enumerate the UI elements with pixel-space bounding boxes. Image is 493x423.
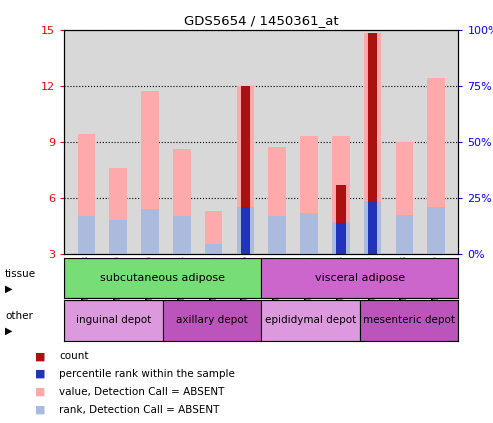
- Bar: [364, 33, 382, 254]
- Text: other: other: [5, 311, 33, 321]
- Text: tissue: tissue: [5, 269, 36, 279]
- Text: ■: ■: [35, 404, 45, 415]
- Bar: [77, 134, 95, 254]
- Bar: [64, 300, 163, 341]
- Bar: [109, 220, 127, 254]
- Bar: [241, 85, 250, 254]
- Bar: [300, 213, 318, 254]
- Text: ▶: ▶: [5, 284, 12, 294]
- Bar: [332, 136, 350, 254]
- Bar: [300, 136, 318, 254]
- Bar: [64, 258, 261, 298]
- Bar: [141, 209, 159, 254]
- Bar: [336, 223, 346, 254]
- Text: epididymal depot: epididymal depot: [265, 316, 356, 325]
- Bar: [205, 211, 222, 254]
- Text: visceral adipose: visceral adipose: [315, 273, 405, 283]
- Text: axillary depot: axillary depot: [176, 316, 248, 325]
- Bar: [173, 217, 190, 254]
- Bar: [332, 222, 350, 254]
- Text: ■: ■: [35, 369, 45, 379]
- Text: mesenteric depot: mesenteric depot: [363, 316, 455, 325]
- Bar: [368, 33, 377, 254]
- Bar: [336, 185, 346, 254]
- Bar: [241, 207, 250, 254]
- Text: rank, Detection Call = ABSENT: rank, Detection Call = ABSENT: [59, 404, 219, 415]
- Bar: [261, 300, 360, 341]
- Bar: [173, 149, 190, 254]
- Bar: [237, 207, 254, 254]
- Title: GDS5654 / 1450361_at: GDS5654 / 1450361_at: [184, 14, 339, 27]
- Text: inguinal depot: inguinal depot: [76, 316, 151, 325]
- Bar: [427, 78, 445, 254]
- Bar: [364, 201, 382, 254]
- Bar: [237, 85, 254, 254]
- Bar: [269, 147, 286, 254]
- Bar: [396, 142, 413, 254]
- Bar: [269, 217, 286, 254]
- Bar: [427, 207, 445, 254]
- Text: ■: ■: [35, 387, 45, 397]
- Text: count: count: [59, 351, 89, 361]
- Bar: [109, 168, 127, 254]
- Bar: [141, 91, 159, 254]
- Text: ■: ■: [35, 351, 45, 361]
- Text: ▶: ▶: [5, 326, 12, 336]
- Bar: [261, 258, 458, 298]
- Bar: [77, 217, 95, 254]
- Bar: [368, 201, 377, 254]
- Text: percentile rank within the sample: percentile rank within the sample: [59, 369, 235, 379]
- Bar: [360, 300, 458, 341]
- Bar: [163, 300, 261, 341]
- Text: subcutaneous adipose: subcutaneous adipose: [100, 273, 225, 283]
- Bar: [205, 244, 222, 254]
- Text: value, Detection Call = ABSENT: value, Detection Call = ABSENT: [59, 387, 224, 397]
- Bar: [396, 214, 413, 254]
